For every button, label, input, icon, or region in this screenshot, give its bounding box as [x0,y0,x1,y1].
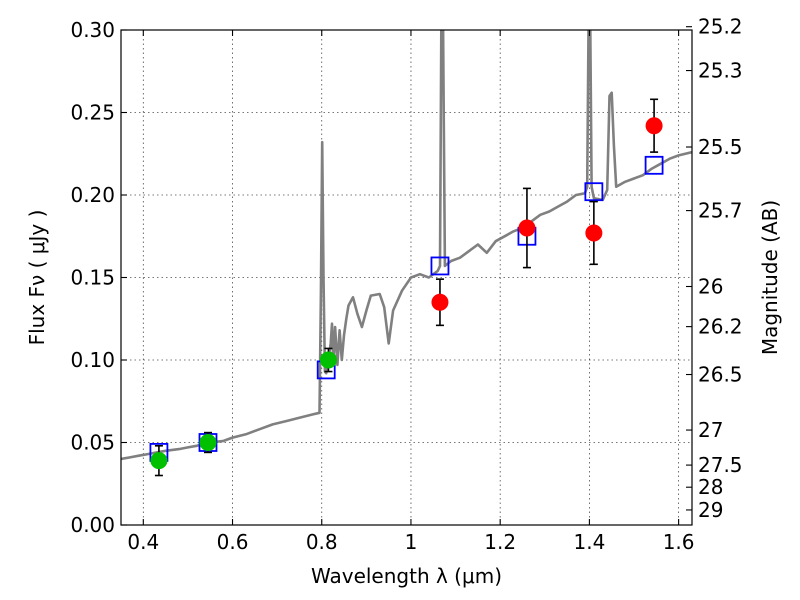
mag-tick-label: 25.5 [698,135,743,159]
mag-tick-label: 28 [698,475,723,499]
mag-tick-label: 26 [698,275,723,299]
x-tick-label: 0.4 [127,530,159,554]
y-tick-label: 0.10 [70,348,115,372]
y-axis-right-label: Magnitude (AB) [758,200,782,355]
x-tick-label: 1.2 [484,530,516,554]
ticks: 0.4 0.6 0.8 1 1.2 1.4 1.6 0.00 0.05 0.10 0.15 0.20 0… [70,15,742,554]
mag-tick-label: 29 [698,498,723,522]
x-axis-label: Wavelength λ (μm) [311,564,502,588]
y-axis-label: Flux Fν ( μJy ) [25,210,49,346]
mag-tick-label: 27.5 [698,453,743,477]
y-tick-label: 0.00 [70,513,115,537]
model-photometry-point [584,182,604,202]
spectrum-line [121,30,692,461]
x-tick-label: 0.8 [306,530,338,554]
x-tick-label: 1.4 [573,530,605,554]
y-tick-label: 0.05 [70,431,115,455]
observed-point-green [319,351,337,369]
observed-point-red [518,219,536,237]
y-tick-label: 0.15 [70,266,115,290]
model-photometry-point [430,256,450,276]
mag-tick-label: 26.5 [698,363,743,387]
x-tick-label: 1.6 [663,530,695,554]
mag-tick-label: 25.2 [698,15,743,39]
y-tick-label: 0.20 [70,183,115,207]
y-tick-label: 0.25 [70,101,115,125]
mag-tick-label: 25.3 [698,59,743,83]
mag-tick-label: 25.7 [698,199,743,223]
mag-tick-label: 27 [698,418,723,442]
plot-area [121,30,692,477]
observed-point-red [585,224,603,242]
x-tick-label: 0.6 [217,530,249,554]
observed-point-red [431,293,449,311]
observed-point-red [645,117,663,135]
observed-point-green [199,434,217,451]
model-photometry-point [644,155,664,175]
observed-point-green [150,452,168,470]
mag-tick-label: 26.2 [698,315,743,339]
y-tick-label: 0.30 [70,18,115,42]
x-tick-label: 1 [405,530,418,554]
